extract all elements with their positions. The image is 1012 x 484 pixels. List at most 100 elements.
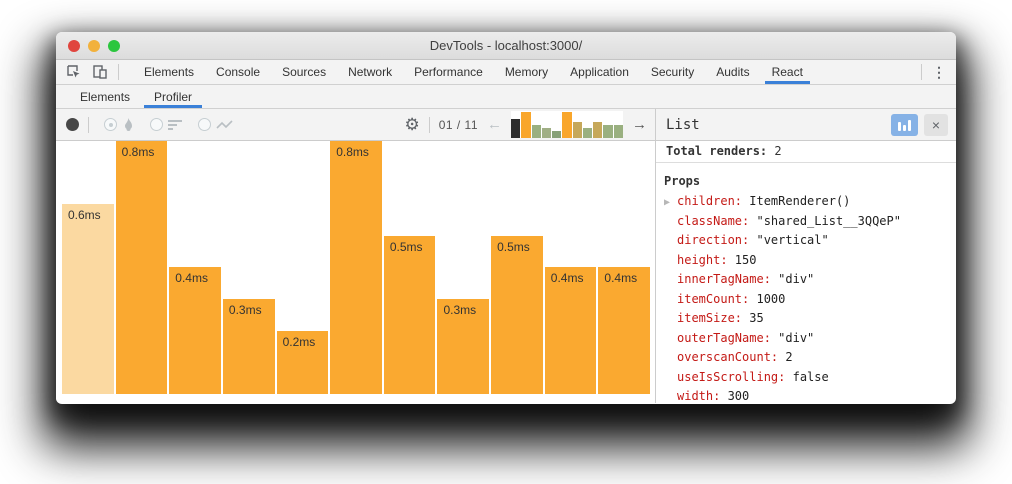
window-title: DevTools - localhost:3000/ [429,38,583,53]
prop-row-width: width: 300 [656,389,956,403]
snapshot-mini-bar[interactable] [613,125,623,138]
close-window-button[interactable] [68,40,80,52]
zoom-window-button[interactable] [108,40,120,52]
next-snapshot-arrow-icon[interactable]: → [632,116,647,133]
devtools-tool-icons [56,60,125,84]
snapshot-mini-bar[interactable] [552,131,562,138]
snapshot-mini-bar[interactable] [582,128,593,138]
previous-snapshot-arrow-icon[interactable]: ← [487,116,502,133]
prop-key: itemSize: [677,311,750,325]
record-button[interactable] [66,118,79,131]
commit-bar[interactable]: 0.5ms [491,236,543,394]
prop-row-useIsScrolling: useIsScrolling: false [656,370,956,390]
snapshot-mini-bar[interactable] [593,122,603,138]
devtools-tabs: Elements Console Sources Network Performance… [133,60,911,84]
radio-button [198,118,211,131]
react-subtab-profiler[interactable]: Profiler [142,85,204,108]
ranked-chart-icon [168,119,183,131]
devtools-tab-network[interactable]: Network [348,65,393,79]
interactions-line-icon [216,119,234,131]
prop-row-direction: direction: "vertical" [656,233,956,253]
minimize-window-button[interactable] [88,40,100,52]
prop-key: direction: [677,233,757,247]
prop-key: innerTagName: [677,272,779,286]
prop-value: "shared_List__3QQeP" [756,213,901,228]
commit-duration-label: 0.8ms [336,145,369,159]
close-details-button[interactable]: × [924,113,948,136]
settings-gear-icon[interactable]: ⚙ [404,115,420,134]
device-toolbar-icon[interactable] [92,64,108,80]
commit-bar-chart: 0.6ms 0.8ms 0.4ms 0.3ms 0.2ms 0.8ms 0.5ms 0.3ms… [56,141,655,403]
commit-bar[interactable]: 0.3ms [222,299,275,394]
snapshot-mini-bar[interactable] [511,119,521,138]
devtools-tabbar: Elements Console Sources Network Performance… [56,60,956,85]
devtools-tab-console[interactable]: Console [216,65,261,79]
prop-key: children: [677,194,750,208]
prop-row-children: ▶ children: ItemRenderer() [656,194,956,214]
commit-duration-label: 0.5ms [497,240,530,254]
prop-row-className: className: "shared_List__3QQeP" [656,214,956,234]
details-pane: List × Total renders: 2 Props ▶ children:… [655,109,956,403]
interactions-view-toggle[interactable] [198,118,234,131]
inspect-element-icon[interactable] [66,64,82,80]
prop-value: 35 [749,311,764,325]
radio-button [150,118,163,131]
commit-bar[interactable]: 0.5ms [383,236,436,394]
component-renders-chart-button[interactable] [891,113,918,136]
total-renders-row: Total renders: 2 [656,141,956,163]
prop-value: 1000 [756,291,786,306]
prop-value: ItemRenderer() [749,194,851,208]
devtools-tab-react[interactable]: React [761,60,814,84]
commit-bar[interactable]: 0.4ms [544,267,597,394]
snapshot-mini-bar[interactable] [603,125,613,138]
total-renders-value: 2 [774,144,782,158]
prop-value: "div" [778,330,815,345]
commit-duration-label: 0.4ms [550,271,584,285]
devtools-tab-performance[interactable]: Performance [414,65,483,79]
prop-row-itemSize: itemSize: 35 [656,311,956,331]
prop-row-innerTagName: innerTagName: "div" [656,272,956,292]
prop-value: "vertical" [756,233,829,247]
snapshot-mini-bar[interactable] [531,125,541,138]
commit-duration-label: 0.3ms [228,303,262,317]
devtools-tab-application[interactable]: Application [570,65,629,79]
prop-key: className: [677,213,757,228]
commit-bar[interactable]: 0.2ms [276,331,329,394]
commit-duration-label: 0.4ms [604,271,638,285]
devtools-tab-security[interactable]: Security [650,65,695,79]
commit-bar[interactable]: 0.6ms [62,204,114,394]
commit-bar[interactable]: 0.3ms [437,299,490,394]
divider [88,116,89,133]
commit-bar[interactable]: 0.8ms [115,141,168,394]
selected-component-name: List [666,116,700,133]
commit-duration-label: 0.2ms [282,335,316,349]
flamegraph-view-toggle[interactable] [104,117,135,132]
prop-key: itemCount: [677,291,757,306]
snapshot-mini-bar[interactable] [572,122,582,138]
commit-bar[interactable]: 0.4ms [169,267,221,394]
total-renders-label: Total renders: [666,144,768,158]
snapshot-mini-bar[interactable] [541,128,552,138]
props-panel: Props ▶ children: ItemRenderer() className… [656,163,956,403]
details-header: List × [656,109,956,141]
devtools-tab-audits[interactable]: Audits [716,65,750,79]
snapshot-mini-bar[interactable] [562,112,572,138]
devtools-tab-sources[interactable]: Sources [282,65,327,79]
profiler-pane: ⚙ 01 / 11 ← → 0.6ms 0.8ms 0.4ms 0.3ms 0.2ms 0… [56,109,655,403]
react-subtab-elements[interactable]: Elements [80,89,131,104]
ranked-view-toggle[interactable] [150,118,183,131]
props-heading: Props [664,174,701,188]
prop-row-overscanCount: overscanCount: 2 [656,350,956,370]
commit-bar[interactable]: 0.8ms [330,141,382,394]
devtools-tab-elements[interactable]: Elements [144,65,195,79]
prop-value: 150 [734,252,757,267]
snapshot-selector-chart[interactable] [511,111,623,138]
prop-value: false [792,369,829,384]
commit-bar[interactable]: 0.4ms [598,267,651,394]
expand-caret-icon[interactable]: ▶ [664,197,671,208]
prop-key: overscanCount: [677,350,786,364]
devtools-tab-memory[interactable]: Memory [504,65,549,79]
more-options-icon[interactable]: ⋮ [932,63,946,80]
snapshot-mini-bar[interactable] [521,112,531,138]
